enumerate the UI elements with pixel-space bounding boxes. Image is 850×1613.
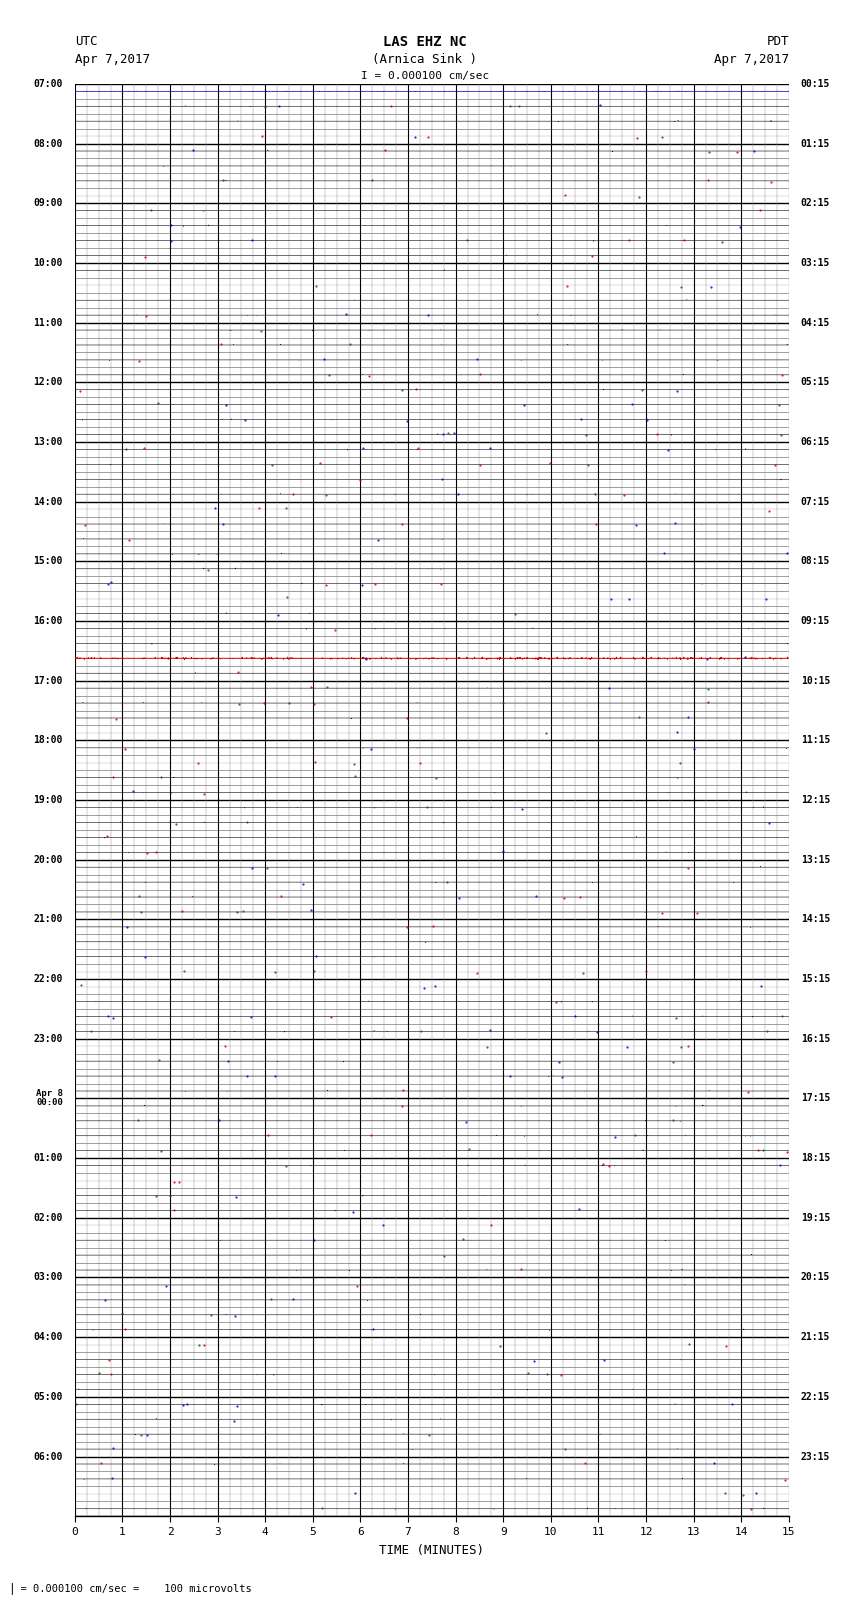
Text: 22:15: 22:15 [801, 1392, 830, 1402]
Text: 20:15: 20:15 [801, 1273, 830, 1282]
Text: 18:15: 18:15 [801, 1153, 830, 1163]
Text: 23:15: 23:15 [801, 1452, 830, 1461]
Text: 08:00: 08:00 [33, 139, 63, 148]
Text: 22:00: 22:00 [33, 974, 63, 984]
Text: 04:00: 04:00 [33, 1332, 63, 1342]
Text: LAS EHZ NC: LAS EHZ NC [383, 35, 467, 50]
Text: 19:00: 19:00 [33, 795, 63, 805]
Text: 23:00: 23:00 [33, 1034, 63, 1044]
Text: 01:00: 01:00 [33, 1153, 63, 1163]
Text: (Arnica Sink ): (Arnica Sink ) [372, 53, 478, 66]
Text: 04:15: 04:15 [801, 318, 830, 327]
Text: 17:00: 17:00 [33, 676, 63, 686]
Text: 07:00: 07:00 [33, 79, 63, 89]
Text: 18:00: 18:00 [33, 736, 63, 745]
Text: 11:00: 11:00 [33, 318, 63, 327]
Text: 06:00: 06:00 [33, 1452, 63, 1461]
Text: UTC: UTC [75, 35, 97, 48]
Text: 21:15: 21:15 [801, 1332, 830, 1342]
Text: 14:15: 14:15 [801, 915, 830, 924]
Text: 14:00: 14:00 [33, 497, 63, 506]
Text: Apr 7,2017: Apr 7,2017 [714, 53, 789, 66]
Text: 10:15: 10:15 [801, 676, 830, 686]
Text: 15:00: 15:00 [33, 556, 63, 566]
Text: 12:15: 12:15 [801, 795, 830, 805]
Text: 05:00: 05:00 [33, 1392, 63, 1402]
Text: PDT: PDT [767, 35, 789, 48]
Text: Apr 7,2017: Apr 7,2017 [75, 53, 150, 66]
Text: 10:00: 10:00 [33, 258, 63, 268]
Text: I = 0.000100 cm/sec: I = 0.000100 cm/sec [361, 71, 489, 81]
Text: 06:15: 06:15 [801, 437, 830, 447]
Text: 17:15: 17:15 [801, 1094, 830, 1103]
X-axis label: TIME (MINUTES): TIME (MINUTES) [379, 1544, 484, 1557]
Text: 12:00: 12:00 [33, 377, 63, 387]
Text: 02:15: 02:15 [801, 198, 830, 208]
Text: 20:00: 20:00 [33, 855, 63, 865]
Text: 07:15: 07:15 [801, 497, 830, 506]
Text: 09:15: 09:15 [801, 616, 830, 626]
Text: 02:00: 02:00 [33, 1213, 63, 1223]
Text: 01:15: 01:15 [801, 139, 830, 148]
Text: 13:15: 13:15 [801, 855, 830, 865]
Text: 05:15: 05:15 [801, 377, 830, 387]
Text: 21:00: 21:00 [33, 915, 63, 924]
Text: 00:15: 00:15 [801, 79, 830, 89]
Text: 08:15: 08:15 [801, 556, 830, 566]
Text: 16:00: 16:00 [33, 616, 63, 626]
Text: 19:15: 19:15 [801, 1213, 830, 1223]
Text: 11:15: 11:15 [801, 736, 830, 745]
Text: 15:15: 15:15 [801, 974, 830, 984]
Text: 00:00: 00:00 [36, 1098, 63, 1108]
Text: 03:15: 03:15 [801, 258, 830, 268]
Text: 13:00: 13:00 [33, 437, 63, 447]
Text: Apr 8: Apr 8 [36, 1089, 63, 1098]
Text: ⎥ = 0.000100 cm/sec =    100 microvolts: ⎥ = 0.000100 cm/sec = 100 microvolts [8, 1582, 252, 1594]
Text: 16:15: 16:15 [801, 1034, 830, 1044]
Text: 09:00: 09:00 [33, 198, 63, 208]
Text: 03:00: 03:00 [33, 1273, 63, 1282]
